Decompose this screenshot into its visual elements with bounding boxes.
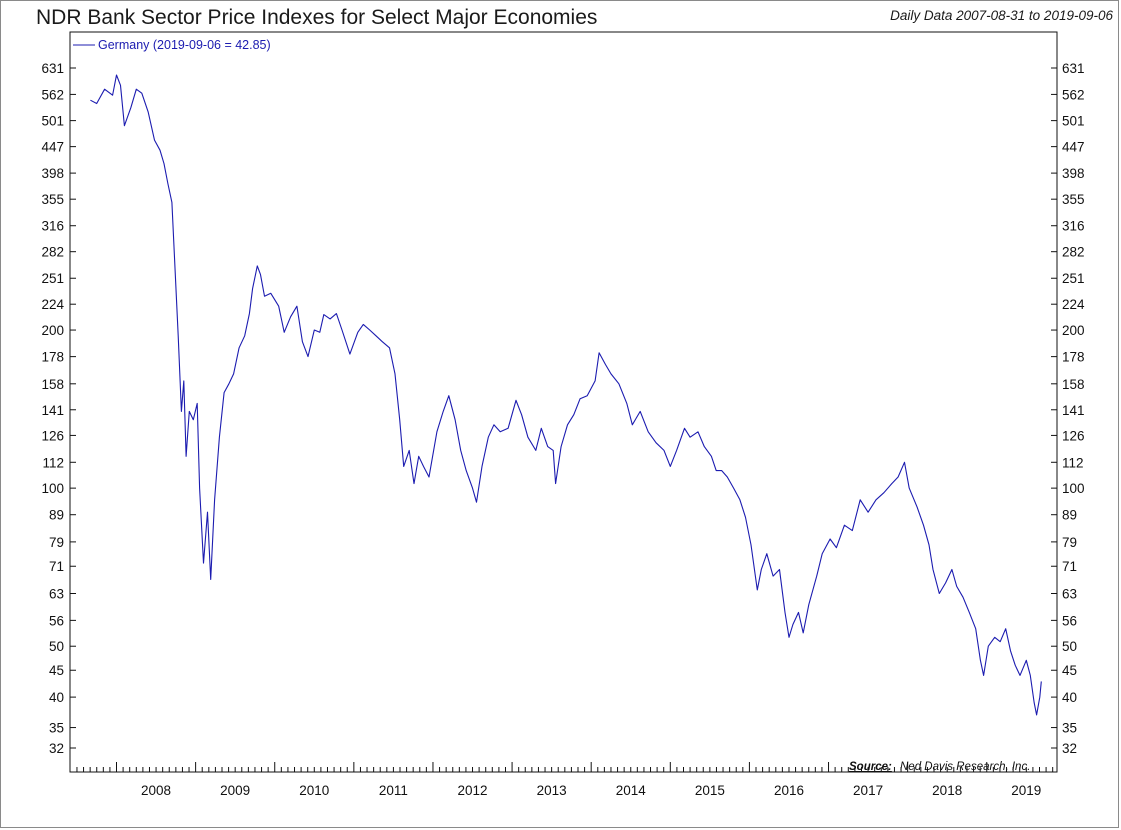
y-tick-label-left: 178 bbox=[41, 350, 64, 365]
y-tick-label-right: 158 bbox=[1062, 377, 1085, 392]
legend: Germany (2019-09-06 = 42.85) bbox=[73, 38, 271, 52]
y-tick-label-right: 32 bbox=[1062, 741, 1077, 756]
y-axis-left: 631 562 501 447 398 355 316 282 251 224 200 178 158 1… bbox=[41, 61, 76, 756]
y-tick-label-right: 141 bbox=[1062, 403, 1085, 418]
y-tick-label-left: 447 bbox=[41, 140, 64, 155]
y-tick-label-left: 100 bbox=[41, 481, 64, 496]
y-tick-label-left: 251 bbox=[41, 271, 64, 286]
y-tick-label-right: 71 bbox=[1062, 559, 1077, 574]
x-year-label: 2013 bbox=[537, 783, 567, 798]
series-layer bbox=[90, 74, 1042, 716]
x-axis: 2008 2009 2010 2011 2012 2013 2014 2015 2016 2017… bbox=[76, 762, 1054, 798]
y-tick-label-left: 45 bbox=[49, 663, 64, 678]
y-tick-label-left: 40 bbox=[49, 690, 64, 705]
y-axis-right: 631 562 501 447 398 355 316 282 251 224 200 178 158 1… bbox=[1051, 61, 1085, 756]
chart-title: NDR Bank Sector Price Indexes for Select… bbox=[36, 6, 598, 29]
y-tick-label-right: 631 bbox=[1062, 61, 1085, 76]
y-tick-label-right: 79 bbox=[1062, 535, 1077, 550]
y-tick-label-right: 89 bbox=[1062, 508, 1077, 523]
y-tick-label-left: 89 bbox=[49, 508, 64, 523]
y-tick-label-right: 316 bbox=[1062, 219, 1085, 234]
y-tick-label-right: 178 bbox=[1062, 350, 1085, 365]
y-tick-label-left: 112 bbox=[42, 455, 64, 470]
y-tick-label-right: 562 bbox=[1062, 87, 1085, 102]
source-text: Ned Davis Research, Inc. bbox=[900, 761, 1030, 773]
series-line-germany bbox=[90, 74, 1042, 716]
plot-border bbox=[69, 31, 1058, 773]
y-tick-label-left: 32 bbox=[49, 741, 64, 756]
x-year-label: 2011 bbox=[379, 783, 408, 798]
y-tick-label-left: 71 bbox=[49, 559, 64, 574]
source-label: Source: bbox=[849, 761, 892, 773]
x-year-label: 2017 bbox=[853, 783, 883, 798]
y-tick-label-right: 63 bbox=[1062, 587, 1077, 602]
y-tick-label-left: 501 bbox=[41, 114, 64, 129]
x-year-label: 2019 bbox=[1011, 783, 1041, 798]
x-year-label: 2010 bbox=[299, 783, 329, 798]
y-tick-label-right: 200 bbox=[1062, 323, 1085, 338]
y-tick-label-right: 35 bbox=[1062, 721, 1077, 736]
y-tick-label-left: 316 bbox=[41, 219, 64, 234]
plot-area bbox=[69, 31, 1058, 773]
y-tick-label-left: 398 bbox=[41, 166, 64, 181]
x-year-label: 2015 bbox=[695, 783, 725, 798]
x-year-label: 2018 bbox=[932, 783, 962, 798]
y-tick-label-right: 112 bbox=[1062, 455, 1084, 470]
x-year-label: 2009 bbox=[220, 783, 250, 798]
y-tick-label-right: 282 bbox=[1062, 245, 1085, 260]
y-tick-label-right: 251 bbox=[1062, 271, 1085, 286]
y-tick-label-right: 355 bbox=[1062, 192, 1085, 207]
x-year-label: 2014 bbox=[616, 783, 647, 798]
y-tick-label-left: 224 bbox=[41, 297, 64, 312]
y-tick-label-left: 79 bbox=[49, 535, 64, 550]
y-tick-label-left: 562 bbox=[41, 87, 64, 102]
y-tick-label-right: 56 bbox=[1062, 613, 1077, 628]
chart-subtitle: Daily Data 2007-08-31 to 2019-09-06 bbox=[890, 8, 1113, 23]
y-tick-label-left: 56 bbox=[49, 613, 64, 628]
y-tick-label-left: 631 bbox=[41, 61, 64, 76]
x-year-label: 2016 bbox=[774, 783, 804, 798]
y-tick-label-right: 501 bbox=[1062, 114, 1085, 129]
y-tick-label-left: 158 bbox=[41, 377, 64, 392]
x-year-label: 2012 bbox=[457, 783, 487, 798]
y-tick-label-right: 447 bbox=[1062, 140, 1085, 155]
y-tick-label-left: 355 bbox=[41, 192, 64, 207]
x-year-label: 2008 bbox=[141, 783, 171, 798]
y-tick-label-left: 35 bbox=[49, 721, 64, 736]
y-tick-label-left: 50 bbox=[49, 639, 64, 654]
y-tick-label-left: 200 bbox=[41, 323, 64, 338]
y-tick-label-left: 63 bbox=[49, 587, 64, 602]
y-tick-label-right: 398 bbox=[1062, 166, 1085, 181]
y-tick-label-right: 45 bbox=[1062, 663, 1077, 678]
y-tick-label-left: 282 bbox=[41, 245, 64, 260]
source-note: Source: Ned Davis Research, Inc. bbox=[849, 761, 1030, 773]
y-tick-label-right: 40 bbox=[1062, 690, 1077, 705]
y-tick-label-left: 141 bbox=[41, 403, 64, 418]
y-tick-label-left: 126 bbox=[41, 428, 64, 443]
y-tick-label-right: 50 bbox=[1062, 639, 1077, 654]
y-tick-label-right: 126 bbox=[1062, 428, 1085, 443]
y-tick-label-right: 100 bbox=[1062, 481, 1085, 496]
y-tick-label-right: 224 bbox=[1062, 297, 1085, 312]
legend-label: Germany (2019-09-06 = 42.85) bbox=[98, 38, 271, 52]
